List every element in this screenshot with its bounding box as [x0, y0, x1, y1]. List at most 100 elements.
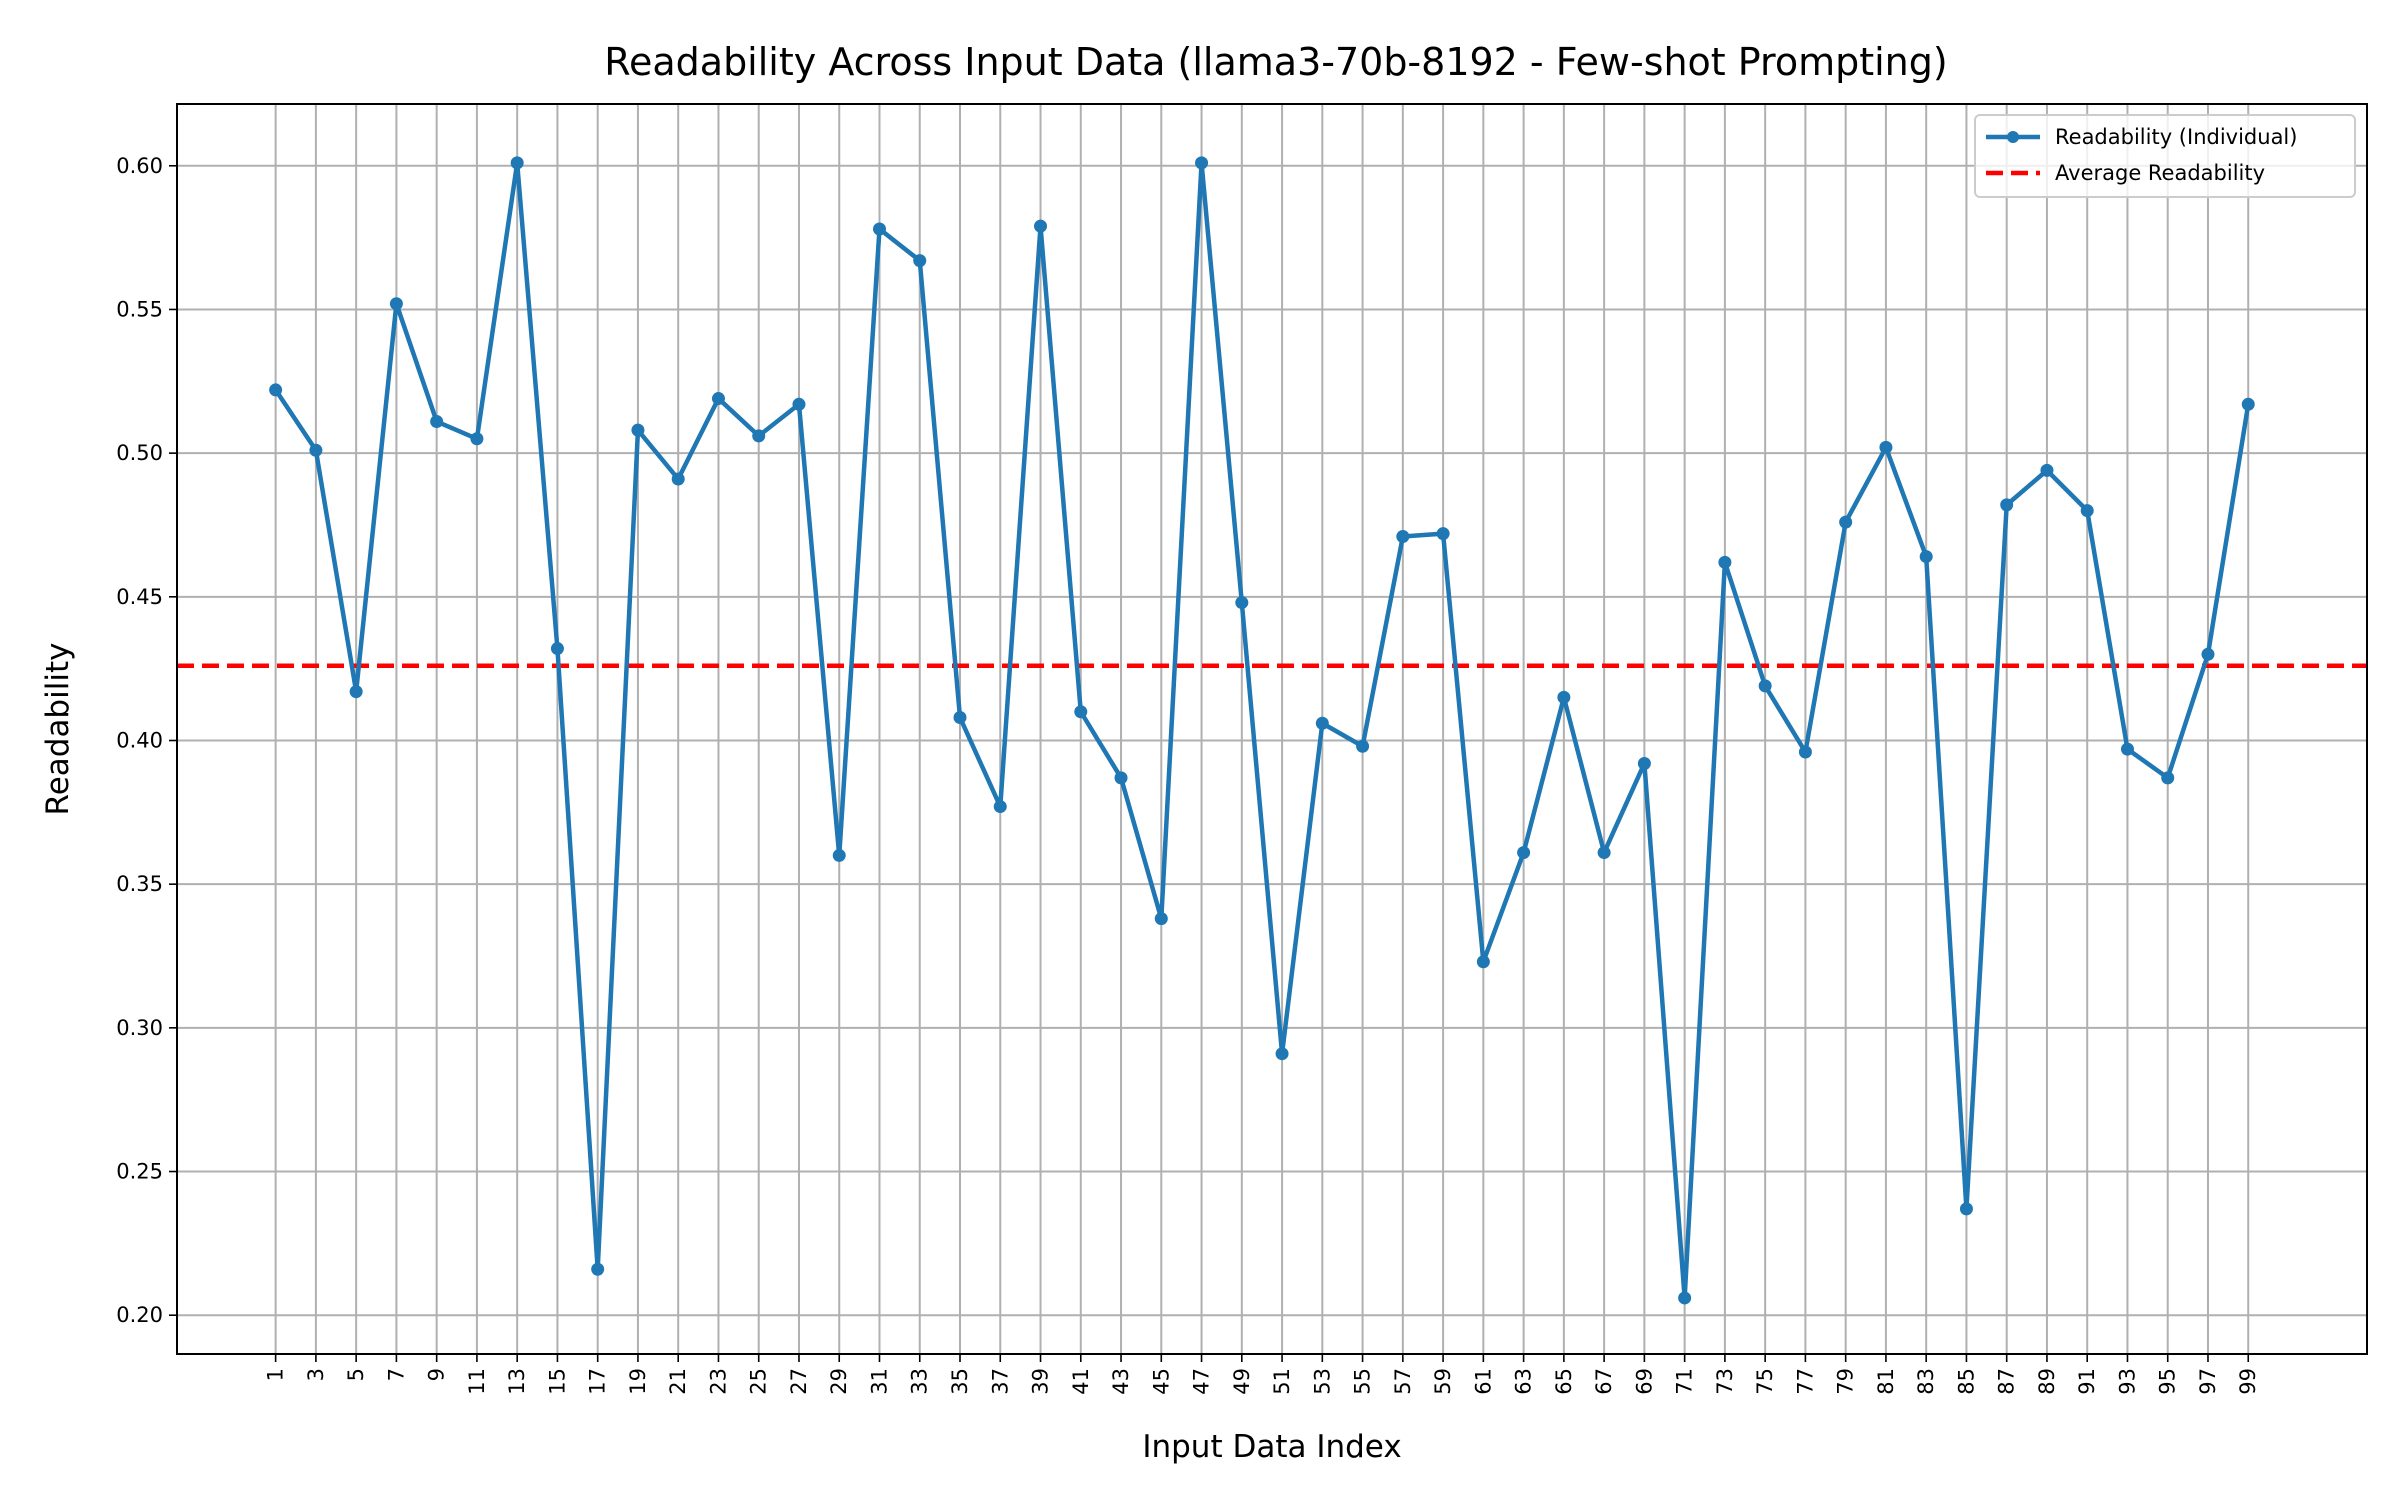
x-tick-label: 65: [1552, 1368, 1576, 1395]
data-point: [1798, 745, 1812, 759]
data-point: [1356, 739, 1370, 753]
y-tick-label: 0.35: [116, 872, 163, 896]
data-point: [1879, 440, 1893, 454]
legend-label-average: Average Readability: [2055, 161, 2265, 185]
data-point: [1678, 1291, 1692, 1305]
data-point: [1718, 555, 1732, 569]
y-tick-label: 0.50: [116, 441, 163, 465]
legend-label-individual: Readability (Individual): [2055, 125, 2297, 149]
data-point: [1557, 690, 1571, 704]
x-tick-label: 3: [304, 1368, 328, 1381]
x-tick-label: 71: [1673, 1368, 1697, 1395]
x-tick-label: 15: [545, 1368, 569, 1395]
series-layer: [269, 156, 2255, 1305]
data-point: [591, 1262, 605, 1276]
x-tick-label: 27: [787, 1368, 811, 1395]
x-tick-label: 49: [1230, 1368, 1254, 1395]
x-tick-label: 83: [1914, 1368, 1938, 1395]
chart-title: Readability Across Input Data (llama3-70…: [604, 40, 1947, 84]
x-tick-label: 21: [666, 1368, 690, 1395]
x-tick-label: 19: [626, 1368, 650, 1395]
x-tick-label: 51: [1270, 1368, 1294, 1395]
x-tick-label: 59: [1431, 1368, 1455, 1395]
y-axis-ticks: 0.20 0.25 0.30 0.35 0.40 0.45 0.50 0.55 0.60: [116, 154, 177, 1327]
data-point: [1114, 771, 1128, 785]
data-point: [2241, 397, 2255, 411]
x-tick-label: 9: [425, 1368, 449, 1381]
y-tick-label: 0.45: [116, 585, 163, 609]
x-tick-label: 41: [1069, 1368, 1093, 1395]
legend-box: [1974, 114, 2356, 198]
data-point: [1436, 527, 1450, 541]
x-tick-label: 95: [2156, 1368, 2180, 1395]
data-point: [1034, 219, 1048, 233]
x-tick-label: 87: [1995, 1368, 2019, 1395]
data-point: [1758, 679, 1772, 693]
x-tick-label: 47: [1190, 1368, 1214, 1395]
data-point: [309, 443, 323, 457]
data-point: [510, 156, 524, 170]
data-point: [1235, 596, 1249, 610]
y-tick-label: 0.40: [116, 728, 163, 752]
plot-area-frame: [176, 103, 2368, 1355]
data-point: [832, 848, 846, 862]
readability-series-line: [273, 160, 2251, 1301]
x-tick-label: 57: [1391, 1368, 1415, 1395]
data-point: [2161, 771, 2175, 785]
x-tick-label: 11: [465, 1368, 489, 1395]
y-tick-label: 0.55: [116, 297, 163, 321]
data-point: [953, 711, 967, 725]
data-point: [430, 415, 444, 429]
x-tick-label: 31: [867, 1368, 891, 1395]
data-point: [1074, 705, 1088, 719]
x-tick-label: 5: [344, 1368, 368, 1381]
x-tick-label: 7: [384, 1368, 408, 1381]
data-point: [1476, 955, 1490, 969]
data-point: [1396, 529, 1410, 543]
data-point: [792, 397, 806, 411]
y-tick-label: 0.25: [116, 1160, 163, 1184]
y-tick-label: 0.30: [116, 1016, 163, 1040]
x-tick-label: 17: [586, 1368, 610, 1395]
x-tick-label: 91: [2075, 1368, 2099, 1395]
data-point: [993, 800, 1007, 814]
x-tick-label: 69: [1632, 1368, 1656, 1395]
x-tick-label: 45: [1149, 1368, 1173, 1395]
data-point: [389, 297, 403, 311]
y-tick-label: 0.20: [116, 1303, 163, 1327]
x-tick-label: 93: [2115, 1368, 2139, 1395]
data-point: [1637, 756, 1651, 770]
x-tick-label: 85: [1954, 1368, 1978, 1395]
x-tick-label: 53: [1310, 1368, 1334, 1395]
data-point: [2040, 463, 2054, 477]
x-tick-label: 39: [1029, 1368, 1053, 1395]
x-tick-label: 61: [1471, 1368, 1495, 1395]
legend: Readability (Individual) Average Readabi…: [1974, 114, 2356, 198]
data-point: [711, 392, 725, 406]
data-point: [2120, 742, 2134, 756]
x-tick-label: 33: [908, 1368, 932, 1395]
data-point: [913, 254, 927, 268]
data-point: [1597, 846, 1611, 860]
x-tick-label: 13: [505, 1368, 529, 1395]
data-point: [1919, 550, 1933, 564]
x-tick-label: 79: [1834, 1368, 1858, 1395]
data-point: [1275, 1047, 1289, 1061]
data-point: [1154, 912, 1168, 926]
legend-marker-individual: [2007, 131, 2019, 143]
x-tick-label: 37: [988, 1368, 1012, 1395]
x-tick-label: 73: [1713, 1368, 1737, 1395]
x-tick-label: 1: [264, 1368, 288, 1381]
data-point: [1195, 156, 1209, 170]
data-point: [550, 642, 564, 656]
data-point: [631, 423, 645, 437]
x-tick-label: 29: [827, 1368, 851, 1395]
x-tick-label: 25: [747, 1368, 771, 1395]
data-point: [671, 472, 685, 486]
x-axis-label: Input Data Index: [1142, 1429, 1401, 1465]
x-tick-label: 77: [1793, 1368, 1817, 1395]
data-point: [2000, 498, 2014, 512]
data-point: [872, 222, 886, 236]
x-tick-label: 67: [1592, 1368, 1616, 1395]
